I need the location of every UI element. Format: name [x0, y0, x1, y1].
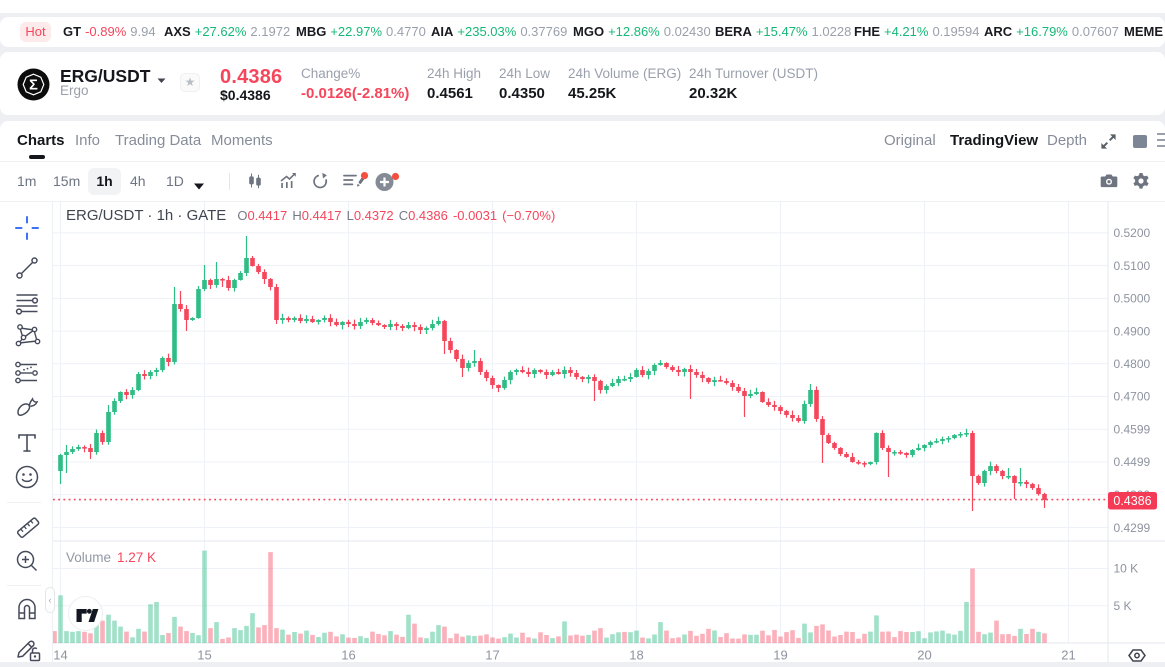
svg-text:21: 21: [1061, 648, 1075, 663]
svg-text:Σ: Σ: [29, 78, 38, 94]
svg-text:16: 16: [341, 648, 355, 663]
svg-text:0.4386: 0.4386: [1113, 494, 1151, 508]
svg-text:20: 20: [917, 648, 931, 663]
svg-text:10 K: 10 K: [1114, 562, 1139, 576]
svg-text:17: 17: [485, 648, 499, 663]
svg-text:15: 15: [197, 648, 211, 663]
svg-text:18: 18: [629, 648, 643, 663]
svg-text:19: 19: [773, 648, 787, 663]
svg-text:0.4700: 0.4700: [1114, 390, 1151, 404]
svg-text:0.5000: 0.5000: [1114, 292, 1151, 306]
svg-text:0.5200: 0.5200: [1114, 226, 1151, 240]
svg-text:0.4800: 0.4800: [1114, 357, 1151, 371]
svg-text:0.4900: 0.4900: [1114, 324, 1151, 338]
svg-text:0.5100: 0.5100: [1114, 259, 1151, 273]
svg-text:5 K: 5 K: [1114, 599, 1132, 613]
svg-text:0.4299: 0.4299: [1114, 521, 1151, 535]
svg-text:0.4599: 0.4599: [1114, 423, 1151, 437]
svg-text:0.4499: 0.4499: [1114, 455, 1151, 469]
svg-text:14: 14: [53, 648, 67, 663]
